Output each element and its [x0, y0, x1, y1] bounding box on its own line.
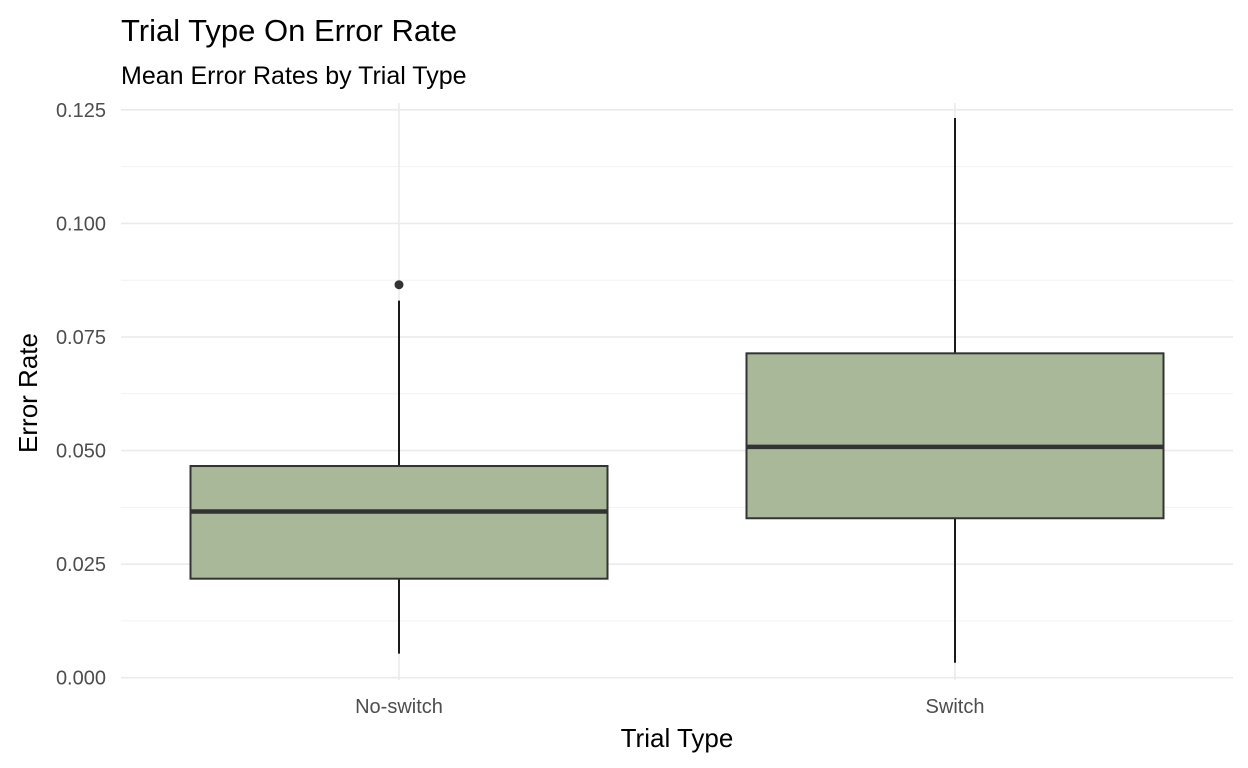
y-tick-label: 0.125	[56, 100, 106, 122]
outlier-point	[394, 280, 404, 290]
box-group	[189, 280, 609, 654]
y-tick-label: 0.050	[56, 441, 106, 463]
x-axis-ticks: No-switch Switch	[355, 696, 984, 718]
x-tick-label: Switch	[926, 696, 985, 718]
x-axis-title: Trial Type	[621, 723, 734, 753]
y-tick-label: 0.000	[56, 668, 106, 690]
box-group	[745, 117, 1165, 663]
y-axis-title: Error Rate	[13, 333, 43, 453]
chart-subtitle: Mean Error Rates by Trial Type	[121, 62, 467, 90]
iqr-box	[745, 352, 1165, 520]
boxes	[189, 117, 1165, 663]
y-tick-label: 0.025	[56, 554, 106, 576]
chart-title: Trial Type On Error Rate	[121, 13, 457, 48]
y-tick-label: 0.075	[56, 327, 106, 349]
iqr-box	[189, 465, 609, 580]
x-tick-label: No-switch	[355, 696, 443, 718]
y-tick-label: 0.100	[56, 213, 106, 235]
y-axis-ticks: 0.000 0.025 0.050 0.075 0.100 0.125	[56, 100, 106, 690]
